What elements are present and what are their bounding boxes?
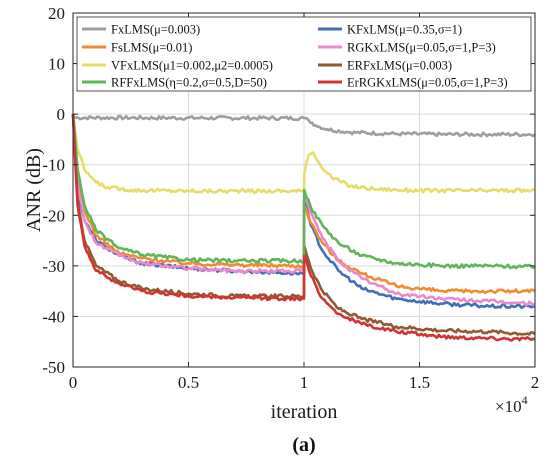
- y-tick-label: -20: [42, 206, 65, 225]
- y-tick-label: -10: [42, 156, 65, 175]
- y-tick-label: -50: [42, 358, 65, 377]
- legend-label: FsLMS(μ=0.01): [111, 41, 192, 55]
- y-tick-label: 10: [48, 55, 65, 74]
- legend: FxLMS(μ=0.003) KFxLMS(μ=0.35,σ=1) FsLMS(μ=…: [76, 16, 532, 92]
- caption-letter: a: [299, 434, 309, 456]
- figure-caption: (a): [292, 434, 315, 456]
- x-tick-label: 1.5: [409, 373, 430, 392]
- series-line: [71, 113, 536, 138]
- caption-open: (: [292, 434, 299, 456]
- x-multiplier-base: ×10: [495, 397, 522, 416]
- x-tick-label: 2: [531, 373, 540, 392]
- legend-label: ErRGKxLMS(μ=0.05,σ=1,P=3): [347, 76, 508, 90]
- x-tick-label: 0.5: [178, 373, 199, 392]
- caption-close: ): [309, 434, 316, 456]
- series-layer: [71, 113, 536, 342]
- legend-box: [76, 16, 532, 92]
- legend-label: RFFxLMS(η=0.2,σ=0.5,D=50): [111, 76, 267, 90]
- legend-label: FxLMS(μ=0.003): [111, 23, 200, 37]
- legend-label: VFxLMS(μ1=0.002,μ2=0.0005): [111, 59, 273, 73]
- y-tick-label: 20: [48, 4, 65, 23]
- y-tick-label: 0: [57, 105, 66, 124]
- x-multiplier-exponent: 4: [522, 393, 528, 407]
- x-tick-label: 0: [69, 373, 78, 392]
- series-line: [71, 114, 536, 342]
- x-axis-label: iteration: [271, 401, 338, 423]
- legend-label: ERFxLMS(μ=0.003): [347, 59, 452, 73]
- legend-label: RGKxLMS(μ=0.05,σ=1,P=3): [347, 41, 496, 55]
- legend-label: KFxLMS(μ=0.35,σ=1): [347, 23, 462, 37]
- series-line: [71, 113, 536, 194]
- y-axis-label: ANR (dB): [23, 148, 45, 232]
- y-tick-label: -30: [42, 257, 65, 276]
- x-multiplier: ×104: [495, 393, 528, 416]
- y-tick-label: -40: [42, 307, 65, 326]
- x-tick-label: 1: [300, 373, 309, 392]
